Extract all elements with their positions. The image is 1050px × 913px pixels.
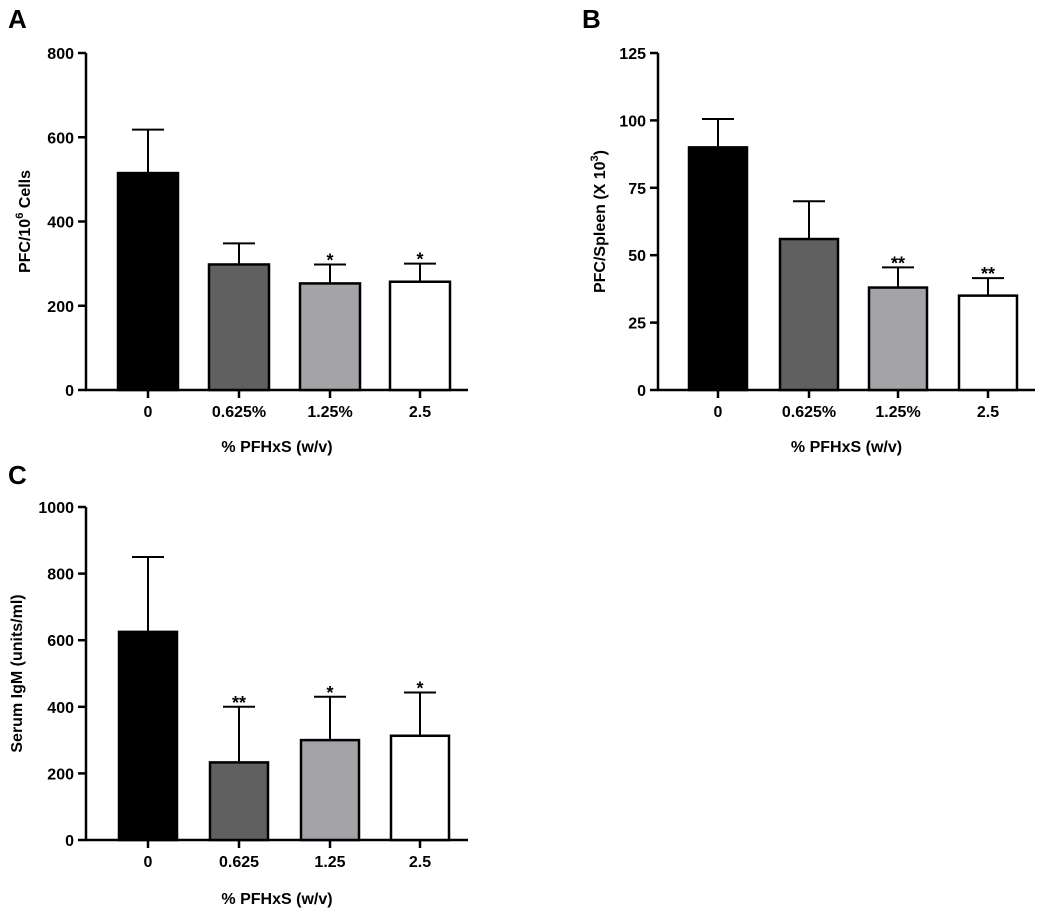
significance-marker: * <box>326 250 333 270</box>
y-axis-title: PFC/Spleen (X 103) <box>589 150 609 293</box>
panel-letter: C <box>8 460 27 490</box>
bar <box>208 761 270 842</box>
x-tick-label: 0 <box>144 404 153 421</box>
bar <box>388 280 452 392</box>
y-tick-label: 600 <box>47 633 74 650</box>
significance-marker: ** <box>232 693 246 713</box>
y-tick-label: 100 <box>619 113 646 130</box>
x-tick-label: 1.25 <box>314 854 345 871</box>
y-axis-title: PFC/106 Cells <box>14 170 34 273</box>
x-tick-label: 2.5 <box>409 404 431 421</box>
y-tick-label: 200 <box>47 299 74 316</box>
x-tick-label: 0.625% <box>212 404 266 421</box>
y-tick-label: 1000 <box>38 500 74 517</box>
bar <box>867 286 929 392</box>
y-tick-label: 800 <box>47 567 74 584</box>
significance-marker: ** <box>891 253 905 273</box>
y-tick-label: 400 <box>47 215 74 232</box>
significance-marker: * <box>416 250 423 270</box>
x-tick-label: 0 <box>714 404 723 421</box>
y-tick-label: 600 <box>47 130 74 147</box>
panel-letter: B <box>582 4 601 34</box>
x-tick-label: 0.625 <box>219 854 259 871</box>
y-tick-label: 125 <box>619 46 646 63</box>
chart-panel-b: B 0 25 50 75 100 125 0 0.625% ** 1.25% ** 2.5 % PFHxS… <box>582 4 1035 456</box>
y-tick-label: 400 <box>47 700 74 717</box>
significance-marker: ** <box>981 264 995 284</box>
y-tick-label: 0 <box>637 383 646 400</box>
x-tick-label: 0.625% <box>782 404 836 421</box>
y-tick-label: 0 <box>65 833 74 850</box>
x-tick-label: 2.5 <box>977 404 999 421</box>
y-axis-title: Serum IgM (units/ml) <box>9 594 26 752</box>
x-tick-label: 1.25% <box>307 404 352 421</box>
chart-panel-a: A 0 200 400 600 800 0 0.625% * 1.25% * 2.5 % PFHxS (… <box>8 4 468 456</box>
significance-marker: * <box>416 678 423 698</box>
x-axis-title: % PFHxS (w/v) <box>221 891 332 908</box>
y-tick-label: 0 <box>65 383 74 400</box>
x-axis-title: % PFHxS (w/v) <box>221 439 332 456</box>
y-tick-label: 200 <box>47 766 74 783</box>
x-tick-label: 0 <box>144 854 153 871</box>
y-tick-label: 25 <box>628 316 646 333</box>
chart-panel-c: C 0 200 400 600 800 1000 0 ** 0.625 * 1.25 * 2.5 % PFH… <box>8 460 468 908</box>
bar <box>117 630 179 842</box>
y-tick-label: 50 <box>628 248 646 265</box>
bar <box>298 282 362 392</box>
bar <box>299 738 361 842</box>
bar <box>957 294 1019 392</box>
bar <box>207 263 271 392</box>
bar <box>116 171 180 392</box>
panel-letter: A <box>8 4 27 34</box>
significance-marker: * <box>326 683 333 703</box>
x-tick-label: 1.25% <box>875 404 920 421</box>
bar <box>778 237 840 392</box>
x-tick-label: 2.5 <box>409 854 431 871</box>
bar <box>389 734 451 842</box>
y-tick-label: 75 <box>628 181 646 198</box>
x-axis-title: % PFHxS (w/v) <box>791 439 902 456</box>
y-tick-label: 800 <box>47 46 74 63</box>
bar <box>687 146 749 392</box>
